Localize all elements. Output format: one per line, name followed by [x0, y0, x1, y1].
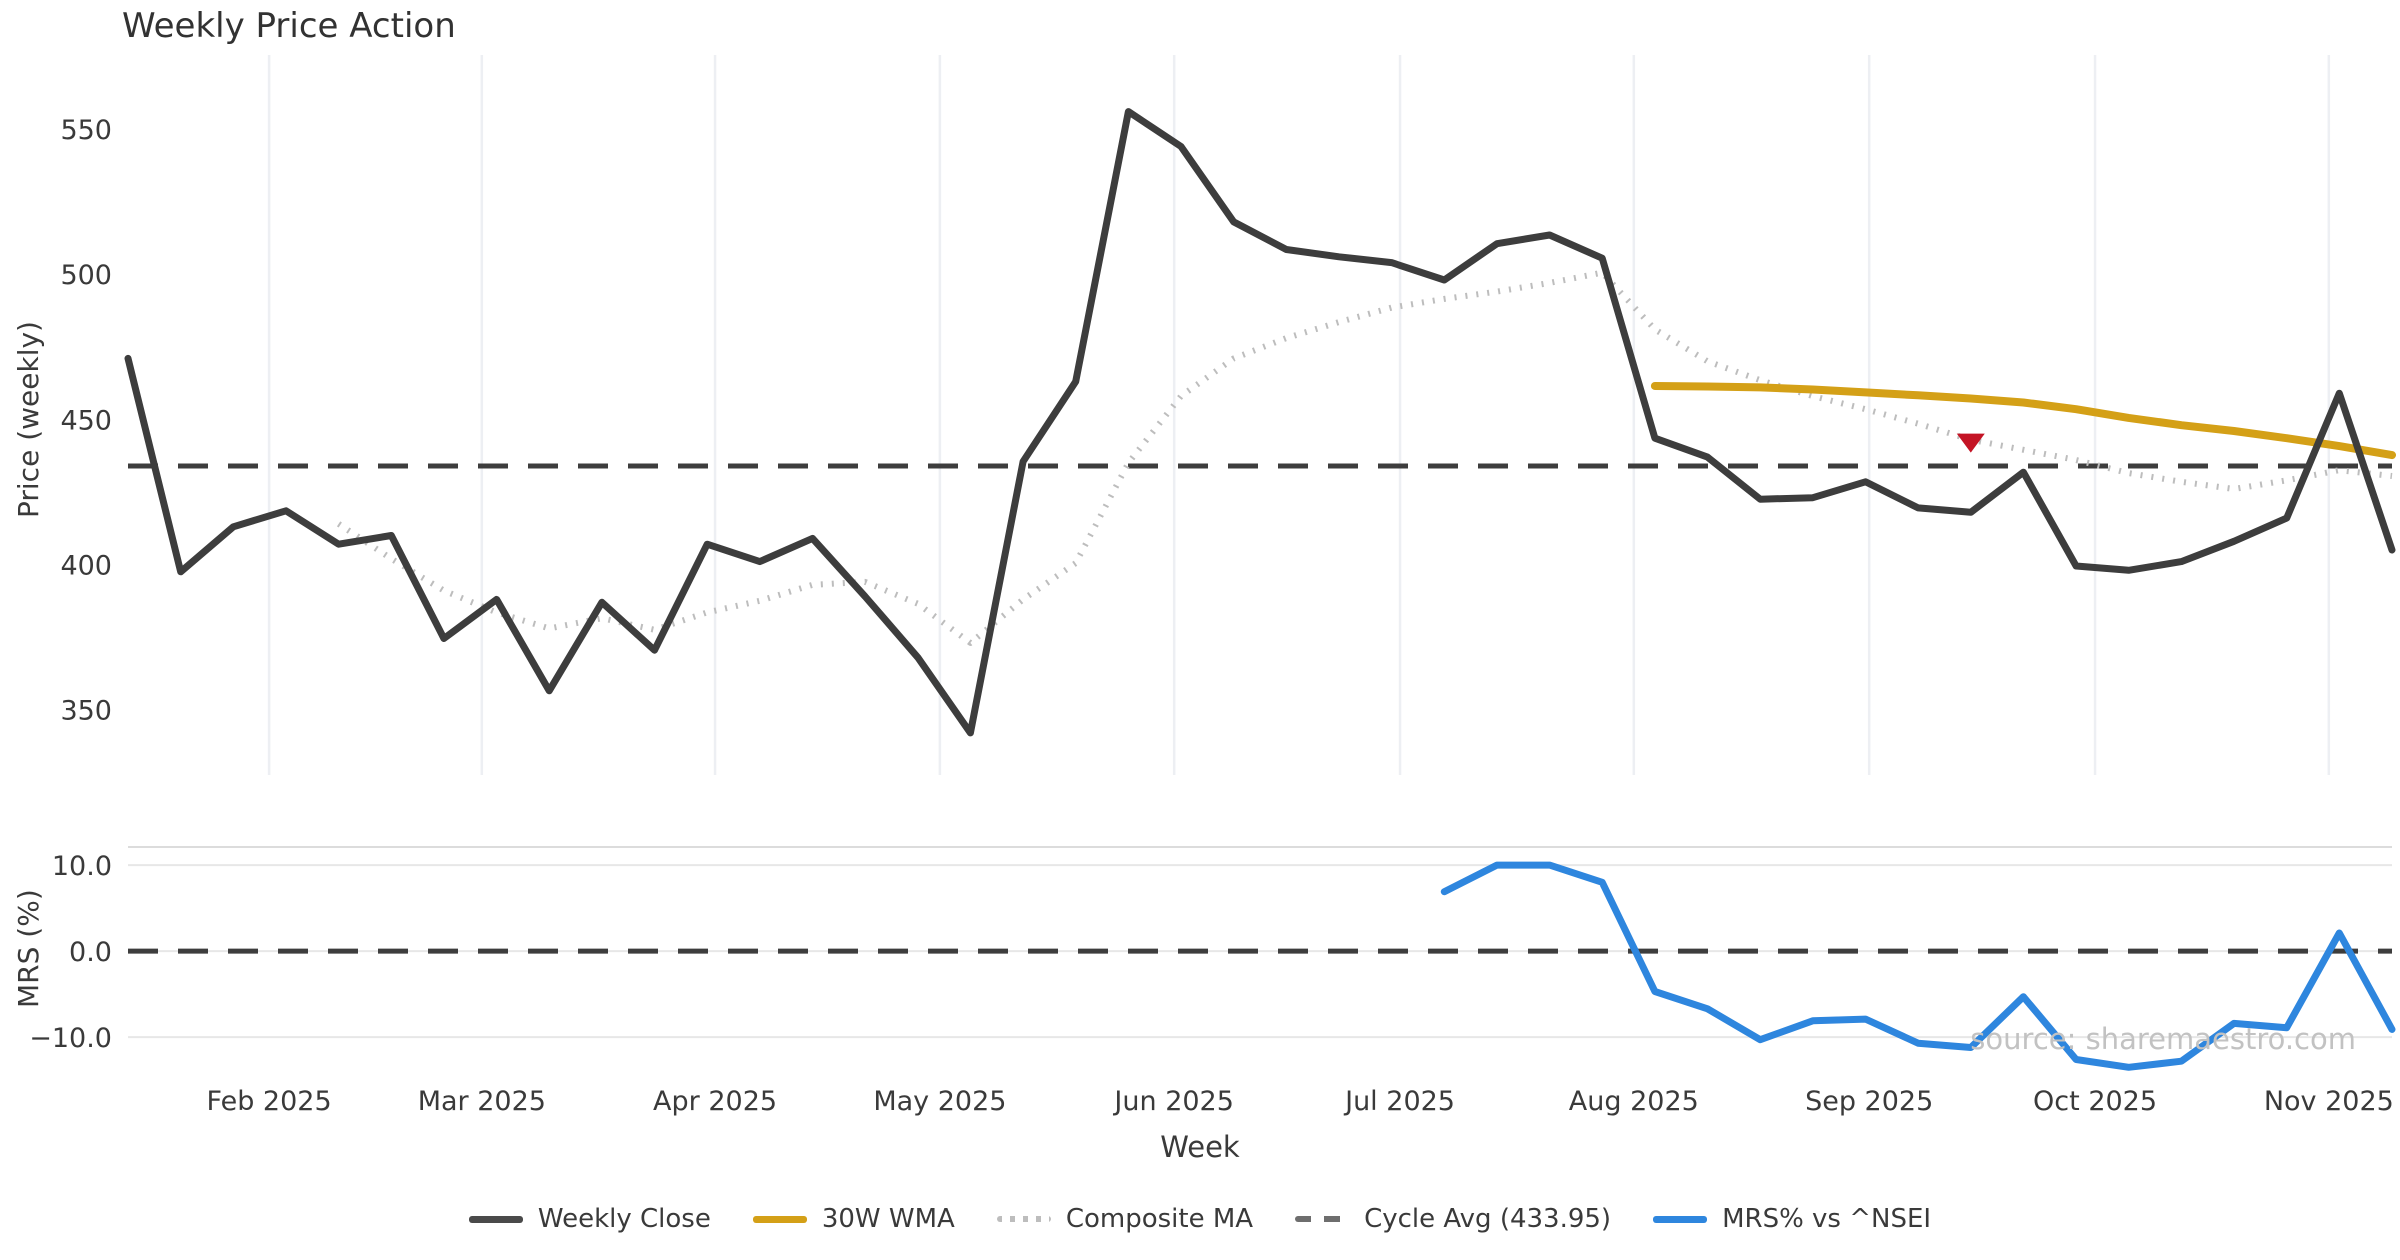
legend-swatch-solid [468, 1215, 523, 1223]
price-ytick-label: 400 [60, 551, 112, 582]
legend-item: MRS% vs ^NSEI [1653, 1204, 1931, 1234]
legend-item: 30W WMA [752, 1204, 955, 1234]
composite-ma-line [336, 269, 2393, 646]
weekly-close-line [124, 108, 2396, 737]
mrs-ytick-label: 0.0 [69, 937, 112, 968]
mrs-axis-label: MRS (%) [12, 889, 45, 1008]
x-axis-label: Week [1160, 1130, 1240, 1164]
month-tick-label: Mar 2025 [418, 1086, 546, 1117]
month-tick-label: May 2025 [873, 1086, 1006, 1117]
legend-label: MRS% vs ^NSEI [1722, 1204, 1932, 1234]
month-tick-label: Nov 2025 [2264, 1086, 2394, 1117]
legend-label: 30W WMA [821, 1204, 955, 1234]
month-tick-label: Aug 2025 [1569, 1086, 1699, 1117]
month-tick-label: Jun 2025 [1112, 1086, 1233, 1117]
wma-30w-line [1650, 382, 2396, 460]
legend-swatch-solid [752, 1215, 807, 1223]
legend-item: Weekly Close [468, 1204, 711, 1234]
mrs-ytick-label: −10.0 [29, 1023, 112, 1054]
price-ytick-label: 500 [60, 260, 112, 291]
mrs-ytick-label: 10.0 [52, 851, 112, 882]
price-axis-label: Price (weekly) [12, 321, 45, 518]
month-tick-label: Jul 2025 [1343, 1086, 1455, 1117]
legend-label: Composite MA [1065, 1204, 1254, 1234]
legend-swatch-dotted [996, 1216, 1051, 1222]
price-ytick-label: 350 [60, 696, 112, 727]
month-tick-label: Feb 2025 [207, 1086, 332, 1117]
legend-item: Composite MA [996, 1204, 1254, 1234]
legend-swatch-solid [1653, 1215, 1708, 1223]
legend-item: Cycle Avg (433.95) [1295, 1204, 1611, 1234]
sell-signal-marker [1956, 433, 1985, 453]
legend-label: Weekly Close [537, 1204, 711, 1234]
legend-label: Cycle Avg (433.95) [1364, 1204, 1612, 1234]
month-tick-label: Oct 2025 [2033, 1086, 2157, 1117]
legend-swatch-dashed [1295, 1216, 1350, 1222]
month-tick-label: Apr 2025 [653, 1086, 777, 1117]
mrs-line [1440, 861, 2396, 1071]
price-ytick-label: 550 [60, 115, 112, 146]
page-title: Weekly Price Action [122, 6, 456, 46]
month-tick-label: Sep 2025 [1805, 1086, 1933, 1117]
source-note: source: sharemaestro.com [1970, 1022, 2356, 1056]
price-ytick-label: 450 [60, 405, 112, 436]
chart-legend: Weekly Close 30W WMA Composite MA Cycle Avg… [0, 1204, 2400, 1234]
